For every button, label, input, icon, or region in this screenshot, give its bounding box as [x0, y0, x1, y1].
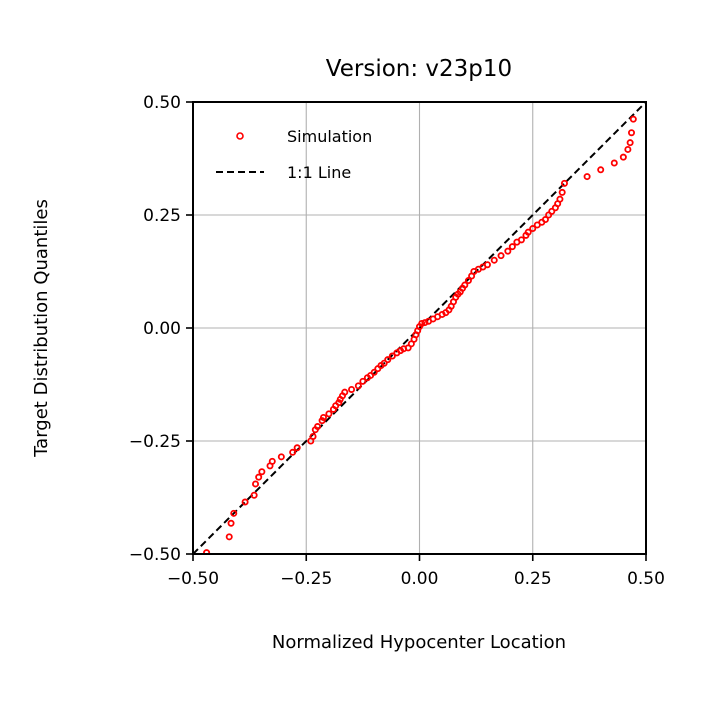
simulation-point: [517, 236, 525, 244]
simulation-point: [309, 432, 317, 440]
simulation-point: [508, 243, 516, 251]
simulation-point: [289, 448, 297, 456]
simulation-point: [504, 247, 512, 255]
y-tick-label: 0.00: [143, 319, 181, 339]
simulation-point: [461, 281, 469, 289]
x-axis-label: Normalized Hypocenter Location: [272, 632, 566, 653]
simulation-point: [348, 385, 356, 393]
simulation-point: [628, 129, 636, 137]
x-tick-label: 0.25: [514, 569, 552, 589]
simulation-point: [388, 352, 396, 360]
legend-line-label: 1:1 Line: [287, 163, 351, 182]
simulation-point: [354, 382, 362, 390]
simulation-point: [548, 207, 556, 215]
simulation-point: [619, 153, 627, 161]
simulation-point: [610, 159, 618, 167]
data-layer: [193, 102, 646, 554]
plot-area: [193, 102, 646, 554]
simulation-point: [529, 225, 537, 233]
simulation-point: [629, 115, 637, 123]
x-tick-label: 0.50: [627, 569, 665, 589]
simulation-point: [624, 145, 632, 153]
simulation-point: [421, 319, 429, 327]
simulation-point: [556, 195, 564, 203]
simulation-point: [225, 533, 233, 541]
simulation-point: [626, 139, 634, 147]
chart-title: Version: v23p10: [326, 56, 512, 82]
simulation-point: [268, 457, 276, 465]
x-tick-label: −0.25: [280, 569, 332, 589]
simulation-point: [490, 256, 498, 264]
simulation-point: [384, 356, 392, 364]
simulation-point: [241, 498, 249, 506]
simulation-point: [359, 377, 367, 385]
simulation-point: [560, 179, 568, 187]
legend: Simulation 1:1 Line: [216, 127, 372, 182]
x-tick-label: −0.50: [167, 569, 219, 589]
simulation-point: [341, 388, 349, 396]
y-tick-label: 0.50: [143, 93, 181, 113]
axis-ticks: −0.50 −0.25 0.00 0.25 0.50 −0.50 −0.25 0.00 0.25…: [129, 93, 665, 589]
simulation-point: [255, 473, 263, 481]
legend-simulation-marker: [236, 132, 244, 140]
simulation-point: [597, 166, 605, 174]
simulation-point: [258, 468, 266, 476]
y-tick-label: 0.25: [143, 206, 181, 226]
simulation-point: [418, 319, 426, 327]
simulation-point: [252, 480, 260, 488]
simulation-point: [227, 519, 235, 527]
simulation-point: [583, 173, 591, 181]
simulation-point: [483, 261, 491, 269]
y-tick-label: −0.50: [129, 545, 181, 565]
simulation-point: [541, 216, 549, 224]
simulation-point: [293, 444, 301, 452]
y-tick-label: −0.25: [129, 432, 181, 452]
simulation-point: [319, 413, 327, 421]
simulation-point: [370, 368, 378, 376]
simulation-point: [277, 453, 285, 461]
legend-simulation-label: Simulation: [287, 127, 372, 146]
simulation-point: [497, 252, 505, 260]
simulation-point: [325, 410, 333, 418]
simulation-point: [524, 228, 532, 236]
simulation-point: [314, 423, 322, 431]
simulation-point: [380, 359, 388, 367]
y-axis-label: Target Distribution Quantiles: [31, 199, 52, 458]
simulation-point: [230, 509, 238, 517]
simulation-point: [250, 491, 258, 499]
x-tick-label: 0.00: [401, 569, 439, 589]
simulation-point: [558, 188, 566, 196]
simulation-point: [203, 549, 211, 554]
simulation-point: [464, 277, 472, 285]
